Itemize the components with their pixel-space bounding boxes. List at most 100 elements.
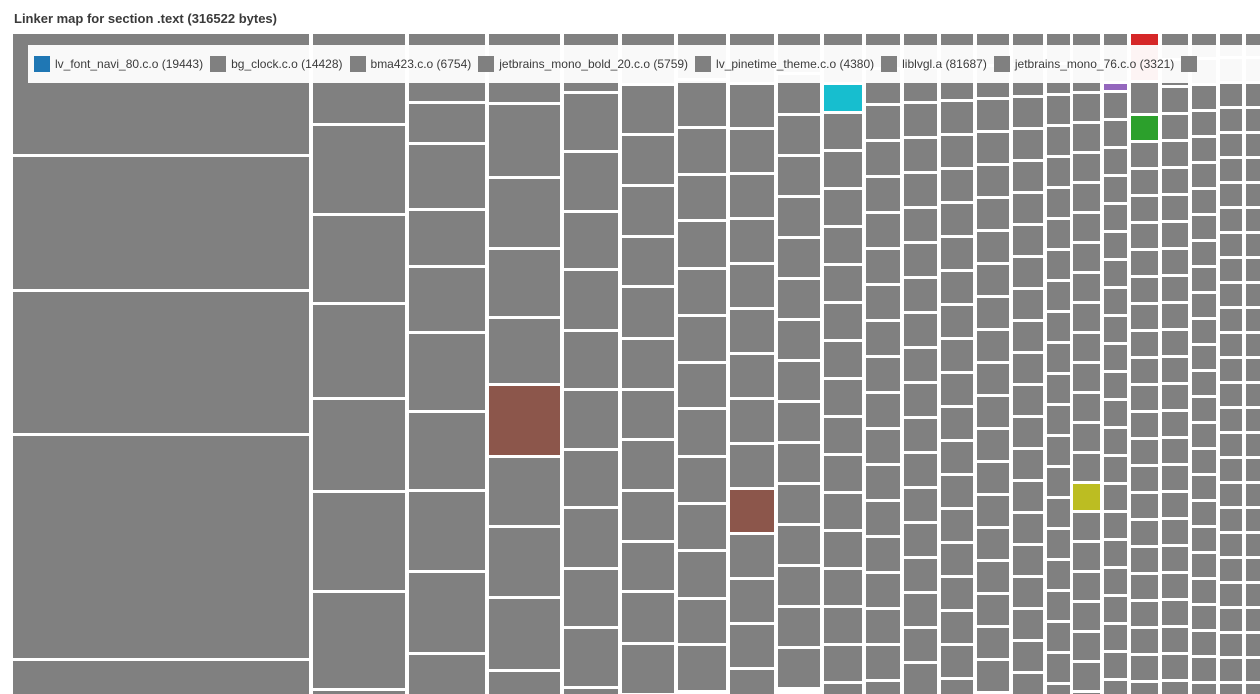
treemap-cell[interactable] [1246,684,1260,694]
treemap-cell[interactable] [1131,197,1158,221]
treemap-cell[interactable] [1073,244,1100,271]
treemap-cell[interactable] [778,362,820,400]
treemap-cell[interactable] [678,410,726,455]
treemap-cell[interactable] [1162,466,1188,490]
treemap-cell[interactable] [1131,170,1158,194]
treemap-cell[interactable] [1246,359,1260,381]
treemap-cell[interactable] [313,400,405,490]
treemap-cell[interactable] [489,319,560,383]
treemap-cell[interactable] [1013,354,1043,383]
treemap-cell[interactable] [866,646,900,679]
treemap-cell[interactable] [1246,384,1260,406]
treemap-cell[interactable] [622,136,674,184]
treemap-cell[interactable] [866,142,900,175]
treemap-cell[interactable] [1192,372,1216,395]
treemap-cell[interactable] [1162,169,1188,193]
treemap-cell[interactable] [1220,409,1242,431]
treemap-cell[interactable] [409,655,485,694]
treemap-cell[interactable] [1131,413,1158,437]
treemap-cell[interactable] [1047,499,1070,527]
treemap-cell[interactable] [1073,184,1100,211]
treemap-cell[interactable] [904,664,937,694]
treemap-cell[interactable] [904,349,937,381]
treemap-cell[interactable] [409,104,485,142]
treemap-cell[interactable] [1162,88,1188,112]
treemap-cell[interactable] [313,305,405,397]
treemap-cell-highlight[interactable] [489,386,560,455]
treemap-cell[interactable] [941,408,973,439]
treemap-cell[interactable] [1104,653,1127,678]
treemap-cell[interactable] [1162,385,1188,409]
treemap-cell[interactable] [1104,513,1127,538]
treemap-cell[interactable] [941,476,973,507]
treemap-cell[interactable] [778,116,820,154]
treemap-cell[interactable] [622,645,674,693]
treemap-cell[interactable] [1162,547,1188,571]
treemap-cell[interactable] [1220,109,1242,131]
treemap-cell-highlight[interactable] [824,85,862,111]
treemap-cell[interactable] [778,280,820,318]
treemap-cell-highlight[interactable] [1073,484,1100,510]
treemap-cell[interactable] [1047,561,1070,589]
treemap-cell[interactable] [977,529,1009,559]
treemap-cell[interactable] [824,646,862,681]
treemap-cell[interactable] [941,510,973,541]
treemap-cell[interactable] [678,364,726,407]
treemap-cell-highlight[interactable] [1104,84,1127,90]
treemap-cell[interactable] [13,157,309,289]
treemap-cell[interactable] [1220,534,1242,556]
treemap-cell[interactable] [1131,575,1158,599]
treemap-cell[interactable] [1192,242,1216,265]
treemap-cell[interactable] [1104,149,1127,174]
treemap-cell[interactable] [778,239,820,277]
treemap-cell[interactable] [1192,502,1216,525]
treemap-cell[interactable] [678,222,726,267]
treemap-cell[interactable] [13,436,309,658]
treemap-cell[interactable] [409,145,485,208]
treemap-cell[interactable] [824,304,862,339]
treemap-cell[interactable] [904,104,937,136]
treemap-cell[interactable] [904,279,937,311]
treemap-cell[interactable] [1220,159,1242,181]
treemap-cell[interactable] [1220,459,1242,481]
treemap-cell[interactable] [1220,384,1242,406]
treemap-cell[interactable] [1013,226,1043,255]
treemap-cell[interactable] [1131,683,1158,694]
treemap-cell[interactable] [824,190,862,225]
treemap-cell[interactable] [1192,268,1216,291]
treemap-cell[interactable] [977,562,1009,592]
treemap-cell[interactable] [1192,476,1216,499]
treemap-cell[interactable] [1220,259,1242,281]
treemap-cell[interactable] [778,485,820,523]
treemap-cell[interactable] [778,649,820,687]
treemap-cell[interactable] [1246,159,1260,181]
treemap-cell[interactable] [409,211,485,265]
treemap-cell[interactable] [1013,450,1043,479]
treemap-cell[interactable] [1047,220,1070,248]
treemap-cell[interactable] [678,129,726,173]
treemap-cell[interactable] [977,100,1009,130]
treemap-cell[interactable] [941,170,973,201]
treemap-cell[interactable] [730,265,774,307]
treemap-cell[interactable] [824,418,862,453]
treemap-cell[interactable] [1192,632,1216,655]
treemap-cell[interactable] [564,332,618,388]
treemap-cell[interactable] [1073,513,1100,540]
treemap-cell[interactable] [622,187,674,235]
treemap-cell[interactable] [866,574,900,607]
treemap-cell[interactable] [866,394,900,427]
treemap-cell[interactable] [1162,358,1188,382]
treemap-cell[interactable] [1013,290,1043,319]
treemap-cell[interactable] [1220,284,1242,306]
treemap-cell[interactable] [1104,317,1127,342]
treemap-cell[interactable] [824,380,862,415]
treemap-cell[interactable] [678,552,726,597]
treemap-cell[interactable] [977,133,1009,163]
treemap-cell[interactable] [1104,205,1127,230]
treemap-cell[interactable] [1246,434,1260,456]
treemap-cell[interactable] [904,244,937,276]
treemap-cell[interactable] [1104,93,1127,118]
treemap-cell[interactable] [1073,633,1100,660]
treemap-cell[interactable] [1162,682,1188,694]
treemap-cell[interactable] [678,176,726,219]
